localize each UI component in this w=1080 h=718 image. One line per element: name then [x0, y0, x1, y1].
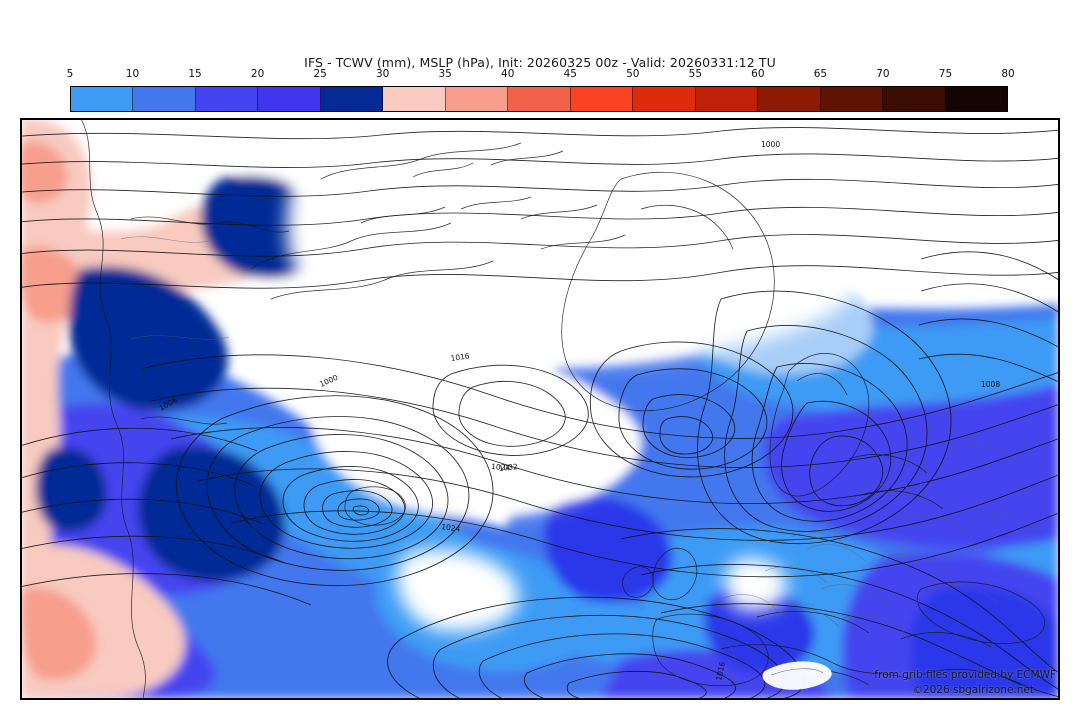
isobar-label-1024: 1024 [441, 522, 461, 534]
colorbar-tick-40: 40 [501, 68, 515, 80]
colorbar-segment-20-25 [258, 87, 321, 111]
country-borders [120, 236, 1042, 668]
colorbar-tick-45: 45 [563, 68, 577, 80]
colorbar-tick-80: 80 [1001, 68, 1015, 80]
isobar-label-1008b: 1008 [981, 380, 1000, 389]
map-svg: 1000 1008 1016 1024 1024 1032 1016 1000 … [21, 119, 1059, 699]
isobar-label-1000b: 1000 [761, 140, 780, 149]
isobar-label-1024b: 1024 [491, 462, 511, 472]
colorbar-segment-30-35 [383, 87, 446, 111]
isobar-label-1016b: 1016 [714, 661, 727, 682]
coastlines [80, 119, 1045, 699]
colorbar-tick-75: 75 [938, 68, 953, 80]
colorbar-tick-10: 10 [125, 68, 140, 80]
map-canvas[interactable]: 1000 1008 1016 1024 1024 1032 1016 1000 … [20, 118, 1060, 700]
colorbar-segment-65-70 [820, 87, 884, 111]
colorbar-tick-35: 35 [438, 68, 452, 80]
colorbar-tick-50: 50 [626, 68, 640, 80]
colorbar-segment-15-20 [195, 87, 259, 111]
colorbar-segment-45-50 [570, 87, 634, 111]
colorbar-tick-55: 55 [688, 68, 703, 80]
colorbar-tick-25: 25 [313, 68, 327, 80]
colorbar-tick-65: 65 [813, 68, 828, 80]
colorbar-segment-35-40 [445, 87, 509, 111]
colorbar-segment-60-65 [758, 87, 821, 111]
colorbar-tick-5: 5 [66, 68, 74, 80]
colorbar-segment-40-45 [508, 87, 571, 111]
colorbar-tick-15: 15 [188, 68, 202, 80]
colorbar-tick-30: 30 [375, 68, 390, 80]
colorbar-segment-10-15 [133, 87, 196, 111]
mslp-isobars [21, 127, 1059, 699]
colorbar-segment-25-30 [320, 87, 384, 111]
isobar-label-1032: 1032 [498, 462, 518, 473]
colorbar [70, 86, 1008, 112]
page-title: IFS - TCWV (mm), MSLP (hPa), Init: 20260… [304, 55, 776, 70]
isobar-label-1016: 1016 [450, 351, 470, 363]
colorbar-segment-70-75 [883, 87, 946, 111]
map-border [21, 119, 1059, 699]
colorbar-tick-70: 70 [876, 68, 890, 80]
colorbar-segments [70, 86, 1008, 112]
colorbar-tick-20: 20 [250, 68, 265, 80]
colorbar-segment-55-60 [695, 87, 759, 111]
colorbar-tick-60: 60 [751, 68, 765, 80]
colorbar-segment-50-55 [633, 87, 696, 111]
colorbar-tick-labels: 5 10 15 20 25 30 35 40 45 50 55 60 65 70 75 80 [66, 68, 1015, 82]
colorbar-segment-5-10 [71, 87, 134, 111]
alps-feature [762, 661, 832, 690]
colorbar-segment-75-80 [945, 87, 1008, 111]
